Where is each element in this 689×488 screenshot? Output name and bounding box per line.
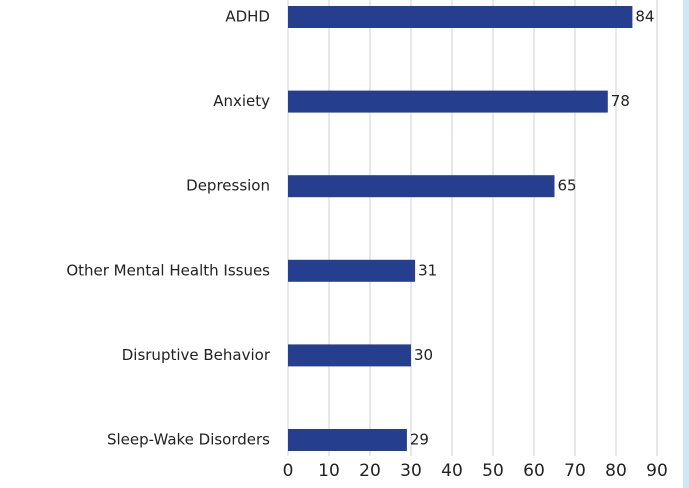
bar <box>288 259 416 282</box>
data-label: 30 <box>414 346 433 364</box>
bar <box>288 175 555 198</box>
x-tick-label: 90 <box>646 461 668 481</box>
y-tick-label: Anxiety <box>213 92 270 110</box>
x-tick-label: 60 <box>523 461 545 481</box>
bar <box>288 90 608 113</box>
y-tick-label: Other Mental Health Issues <box>66 261 270 279</box>
bar <box>288 429 407 451</box>
y-tick-label: Disruptive Behavior <box>122 346 271 364</box>
x-tick-label: 70 <box>564 461 586 481</box>
data-label: 65 <box>558 177 577 195</box>
x-tick-label: 0 <box>283 461 294 481</box>
bar <box>288 344 411 367</box>
x-tick-label: 50 <box>482 461 504 481</box>
data-label: 84 <box>635 8 654 26</box>
y-tick-label: Sleep-Wake Disorders <box>107 431 270 449</box>
data-label: 78 <box>611 92 630 110</box>
bar <box>288 6 633 28</box>
x-tick-label: 40 <box>441 461 463 481</box>
x-tick-label: 30 <box>400 461 422 481</box>
y-tick-label: Depression <box>186 177 270 195</box>
x-tick-label: 80 <box>605 461 627 481</box>
side-strip <box>683 0 689 488</box>
x-tick-label: 10 <box>318 461 340 481</box>
data-label: 31 <box>418 261 437 279</box>
y-tick-label: ADHD <box>225 8 270 26</box>
data-label: 29 <box>410 431 429 449</box>
x-tick-label: 20 <box>359 461 381 481</box>
